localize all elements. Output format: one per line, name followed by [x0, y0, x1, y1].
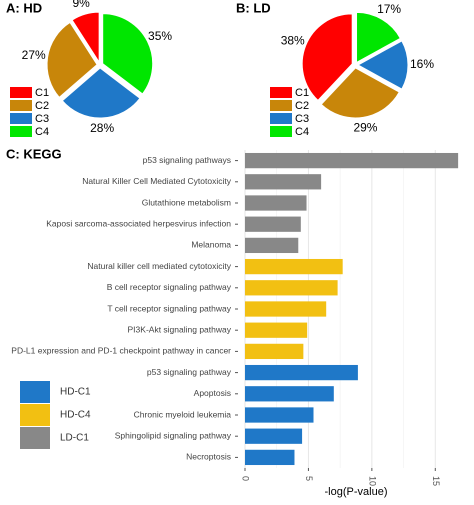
slice-label: 16% — [410, 57, 434, 71]
x-axis-label: -log(P-value) — [325, 486, 388, 498]
legend-swatch — [20, 427, 50, 449]
bar — [245, 280, 338, 296]
bar — [245, 216, 301, 232]
y-tick-label: Natural Killer Cell Mediated Cytotoxicit… — [82, 176, 232, 186]
legend-swatch — [20, 381, 50, 403]
y-tick-label: B cell receptor signaling pathway — [107, 282, 232, 292]
y-tick-label: Chronic myeloid leukemia — [134, 409, 232, 419]
x-tick-label: 5 — [304, 476, 314, 481]
legend-swatch — [10, 113, 32, 124]
legend-swatch — [270, 87, 292, 98]
slice-label: 27% — [22, 48, 46, 62]
legend-label: C1 — [35, 87, 49, 99]
slice-label: 29% — [353, 120, 377, 134]
y-tick-label: Kaposi sarcoma-associated herpesvirus in… — [46, 218, 231, 228]
legend-label: C2 — [295, 100, 309, 112]
pie-slice — [71, 11, 100, 64]
bar — [245, 258, 343, 275]
y-tick-label: Natural killer cell mediated cytotoxicit… — [87, 261, 231, 271]
y-tick-label: Sphingolipid signaling pathway — [115, 430, 232, 440]
legend-label: HD-C4 — [60, 410, 91, 421]
legend-swatch — [10, 100, 32, 111]
slice-label: 17% — [377, 2, 401, 16]
legend-label: HD-C1 — [60, 387, 91, 398]
bar — [245, 428, 303, 444]
pie-slice — [356, 40, 409, 90]
legend-label: C3 — [295, 113, 309, 125]
pie-title: A: HD — [6, 0, 42, 15]
pie-title: B: LD — [236, 0, 271, 15]
pie-slice — [320, 67, 400, 119]
bar — [245, 174, 322, 190]
pie-slice — [46, 21, 98, 99]
bar — [245, 343, 304, 360]
bar — [245, 195, 307, 211]
slice-label: 35% — [148, 29, 172, 43]
bar — [245, 237, 299, 254]
bar — [245, 449, 295, 466]
legend-label: C1 — [295, 87, 309, 99]
slice-label: 28% — [90, 121, 114, 135]
legend-label: C4 — [295, 126, 309, 138]
bar — [245, 322, 308, 338]
legend-label: C3 — [35, 113, 49, 125]
panel-title: C: KEGG — [6, 146, 62, 161]
y-tick-label: p53 signaling pathway — [147, 367, 232, 377]
x-tick-label: 15 — [431, 476, 441, 486]
bar — [245, 386, 334, 402]
pie-slice — [356, 11, 402, 64]
legend-label: LD-C1 — [60, 433, 89, 444]
bar — [245, 407, 314, 423]
y-tick-label: PI3K-Akt signaling pathway — [128, 324, 232, 334]
legend-swatch — [10, 126, 32, 137]
legend-label: C4 — [35, 126, 49, 138]
y-tick-label: Glutathione metabolism — [142, 197, 231, 207]
pie-slice — [61, 67, 141, 119]
y-tick-label: Melanoma — [191, 240, 231, 250]
slice-label: 9% — [72, 0, 90, 10]
x-tick-label: 10 — [367, 476, 377, 486]
y-tick-label: p53 signaling pathways — [143, 155, 231, 165]
slice-label: 38% — [281, 34, 305, 48]
bar — [245, 301, 327, 317]
pie-slice — [301, 13, 353, 102]
pie-slice — [102, 13, 154, 95]
y-tick-label: T cell receptor signaling pathway — [107, 303, 231, 313]
legend-swatch — [270, 100, 292, 111]
legend-swatch — [20, 404, 50, 426]
y-tick-label: PD-L1 expression and PD-1 checkpoint pat… — [11, 346, 231, 356]
legend-swatch — [10, 87, 32, 98]
y-tick-label: Necroptosis — [186, 452, 231, 462]
legend-swatch — [270, 113, 292, 124]
y-tick-label: Apoptosis — [194, 388, 231, 398]
bar — [245, 152, 459, 169]
x-tick-label: 0 — [241, 476, 251, 481]
legend-label: C2 — [35, 100, 49, 112]
bar — [245, 364, 358, 381]
legend-swatch — [270, 126, 292, 137]
